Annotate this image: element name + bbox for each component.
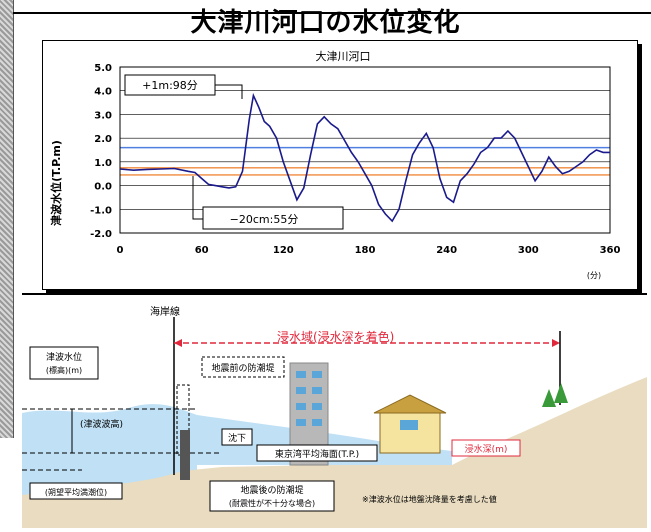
water-level-chart: 大津川河口 津波水位(T.P.m) (分) -2.0 -1.0 0.0 1.0 2.0 3… xyxy=(49,49,621,280)
y-tick-labels: -2.0 -1.0 0.0 1.0 2.0 3.0 4.0 5.0 xyxy=(90,63,112,240)
house-roof xyxy=(373,394,447,414)
msl-label: 東京湾平均海面(T.P.) xyxy=(275,448,359,460)
tsunami-level-box xyxy=(29,346,99,380)
x-tick-labels: 0 60 120 180 240 300 360 xyxy=(117,245,621,256)
annotation-min-leader xyxy=(192,176,203,220)
ground xyxy=(22,377,647,528)
background-texture-strip xyxy=(0,0,14,438)
x-tick-label: 180 xyxy=(355,245,376,256)
after-levee-label-1: 地震後の防潮堤 xyxy=(240,484,303,496)
x-tick-label: 0 xyxy=(117,245,124,256)
msl-box xyxy=(256,444,378,462)
annotation-min: −20cm:55分 xyxy=(230,213,299,226)
x-axis-unit: (分) xyxy=(587,271,601,280)
inundation-diagram-svg: 海岸線 浸水域(浸水深を着色) 津波水位 (標高)(m) 地震前の防潮堤 (津波… xyxy=(22,305,647,528)
chart-title: 大津川河口 xyxy=(316,49,371,63)
x-tick-label: 240 xyxy=(436,245,457,256)
before-levee-label: 地震前の防潮堤 xyxy=(211,362,274,374)
y-tick-label: 0.0 xyxy=(94,182,112,193)
x-tick-label: 60 xyxy=(195,245,209,256)
y-tick-label: 4.0 xyxy=(94,87,112,98)
house-window xyxy=(400,420,418,430)
tsunami-level-label: 津波水位 xyxy=(46,351,82,363)
y-tick-label: 5.0 xyxy=(94,63,112,74)
y-tick-label: 3.0 xyxy=(94,110,112,121)
inundation-depth-box xyxy=(451,439,521,457)
inundation-depth-label: 浸水深(m) xyxy=(465,443,508,455)
footnote: ※津波水位は地盤沈降量を考慮した値 xyxy=(362,494,497,504)
y-axis-label: 津波水位(T.P.m) xyxy=(49,140,63,226)
annotation-box-min xyxy=(202,206,344,230)
levee-after xyxy=(180,430,190,480)
chart-panel: 大津川河口 津波水位(T.P.m) (分) -2.0 -1.0 0.0 1.0 2.0 3… xyxy=(42,40,638,290)
x-tick-label: 120 xyxy=(273,245,294,256)
house xyxy=(379,412,441,454)
tide-level-box xyxy=(29,482,123,500)
reference-lines xyxy=(120,146,610,176)
inundation-diagram: 海岸線 浸水域(浸水深を着色) 津波水位 (標高)(m) 地震前の防潮堤 (津波… xyxy=(22,293,647,528)
tree-icon xyxy=(542,389,556,407)
subsidence-label: 沈下 xyxy=(228,432,246,444)
title-band xyxy=(13,0,651,14)
after-levee-box xyxy=(209,480,335,512)
y-tick-label: 2.0 xyxy=(94,134,112,145)
arrow-head-right xyxy=(552,339,560,347)
tree-icon-2 xyxy=(554,383,568,403)
series-line xyxy=(119,92,610,223)
x-tick-label: 300 xyxy=(518,245,539,256)
tsunami-height-label: (津波波高) xyxy=(80,418,123,430)
tsunami-level-sub: (標高)(m) xyxy=(46,365,82,375)
page-title: 大津川河口の水位変化 xyxy=(190,8,461,38)
coastline-label: 海岸線 xyxy=(150,305,180,318)
tide-level-label: (朔望平均満潮位) xyxy=(45,487,107,497)
y-tick-label: -2.0 xyxy=(90,229,112,240)
arrow-head-left xyxy=(174,339,182,347)
building-windows xyxy=(296,371,322,426)
plot-area xyxy=(119,66,611,234)
inundation-area-label: 浸水域(浸水深を着色) xyxy=(277,329,394,344)
after-levee-label-2: (耐震性が不十分な場合) xyxy=(229,498,315,508)
annotation-max-leader xyxy=(215,84,243,99)
subsidence-box xyxy=(221,428,253,446)
annotations: +1m:98分 −20cm:55分 xyxy=(124,74,344,230)
y-tick-label: 1.0 xyxy=(94,158,112,169)
y-tick-label: -1.0 xyxy=(90,205,112,216)
annotation-max: +1m:98分 xyxy=(142,79,198,92)
series-lines xyxy=(119,92,610,223)
x-tick-label: 360 xyxy=(600,245,621,256)
before-levee-box xyxy=(201,356,285,378)
